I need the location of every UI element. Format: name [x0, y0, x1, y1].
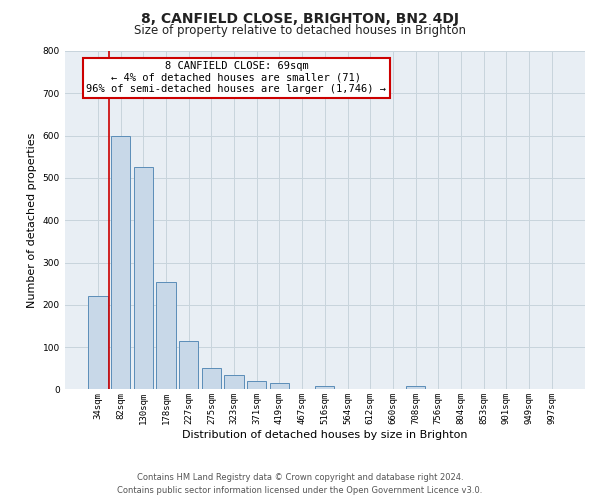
Bar: [315, 386, 334, 390]
Text: 8, CANFIELD CLOSE, BRIGHTON, BN2 4DJ: 8, CANFIELD CLOSE, BRIGHTON, BN2 4DJ: [141, 12, 459, 26]
Bar: [157, 282, 176, 390]
Bar: [270, 383, 289, 390]
Text: 8 CANFIELD CLOSE: 69sqm
← 4% of detached houses are smaller (71)
96% of semi-det: 8 CANFIELD CLOSE: 69sqm ← 4% of detached…: [86, 61, 386, 94]
Y-axis label: Number of detached properties: Number of detached properties: [27, 132, 37, 308]
Bar: [88, 296, 107, 390]
Bar: [202, 368, 221, 390]
X-axis label: Distribution of detached houses by size in Brighton: Distribution of detached houses by size …: [182, 430, 467, 440]
Text: Size of property relative to detached houses in Brighton: Size of property relative to detached ho…: [134, 24, 466, 37]
Bar: [111, 136, 130, 390]
Bar: [179, 341, 199, 390]
Bar: [224, 374, 244, 390]
Bar: [134, 168, 153, 390]
Text: Contains HM Land Registry data © Crown copyright and database right 2024.
Contai: Contains HM Land Registry data © Crown c…: [118, 474, 482, 495]
Bar: [406, 386, 425, 390]
Bar: [247, 381, 266, 390]
